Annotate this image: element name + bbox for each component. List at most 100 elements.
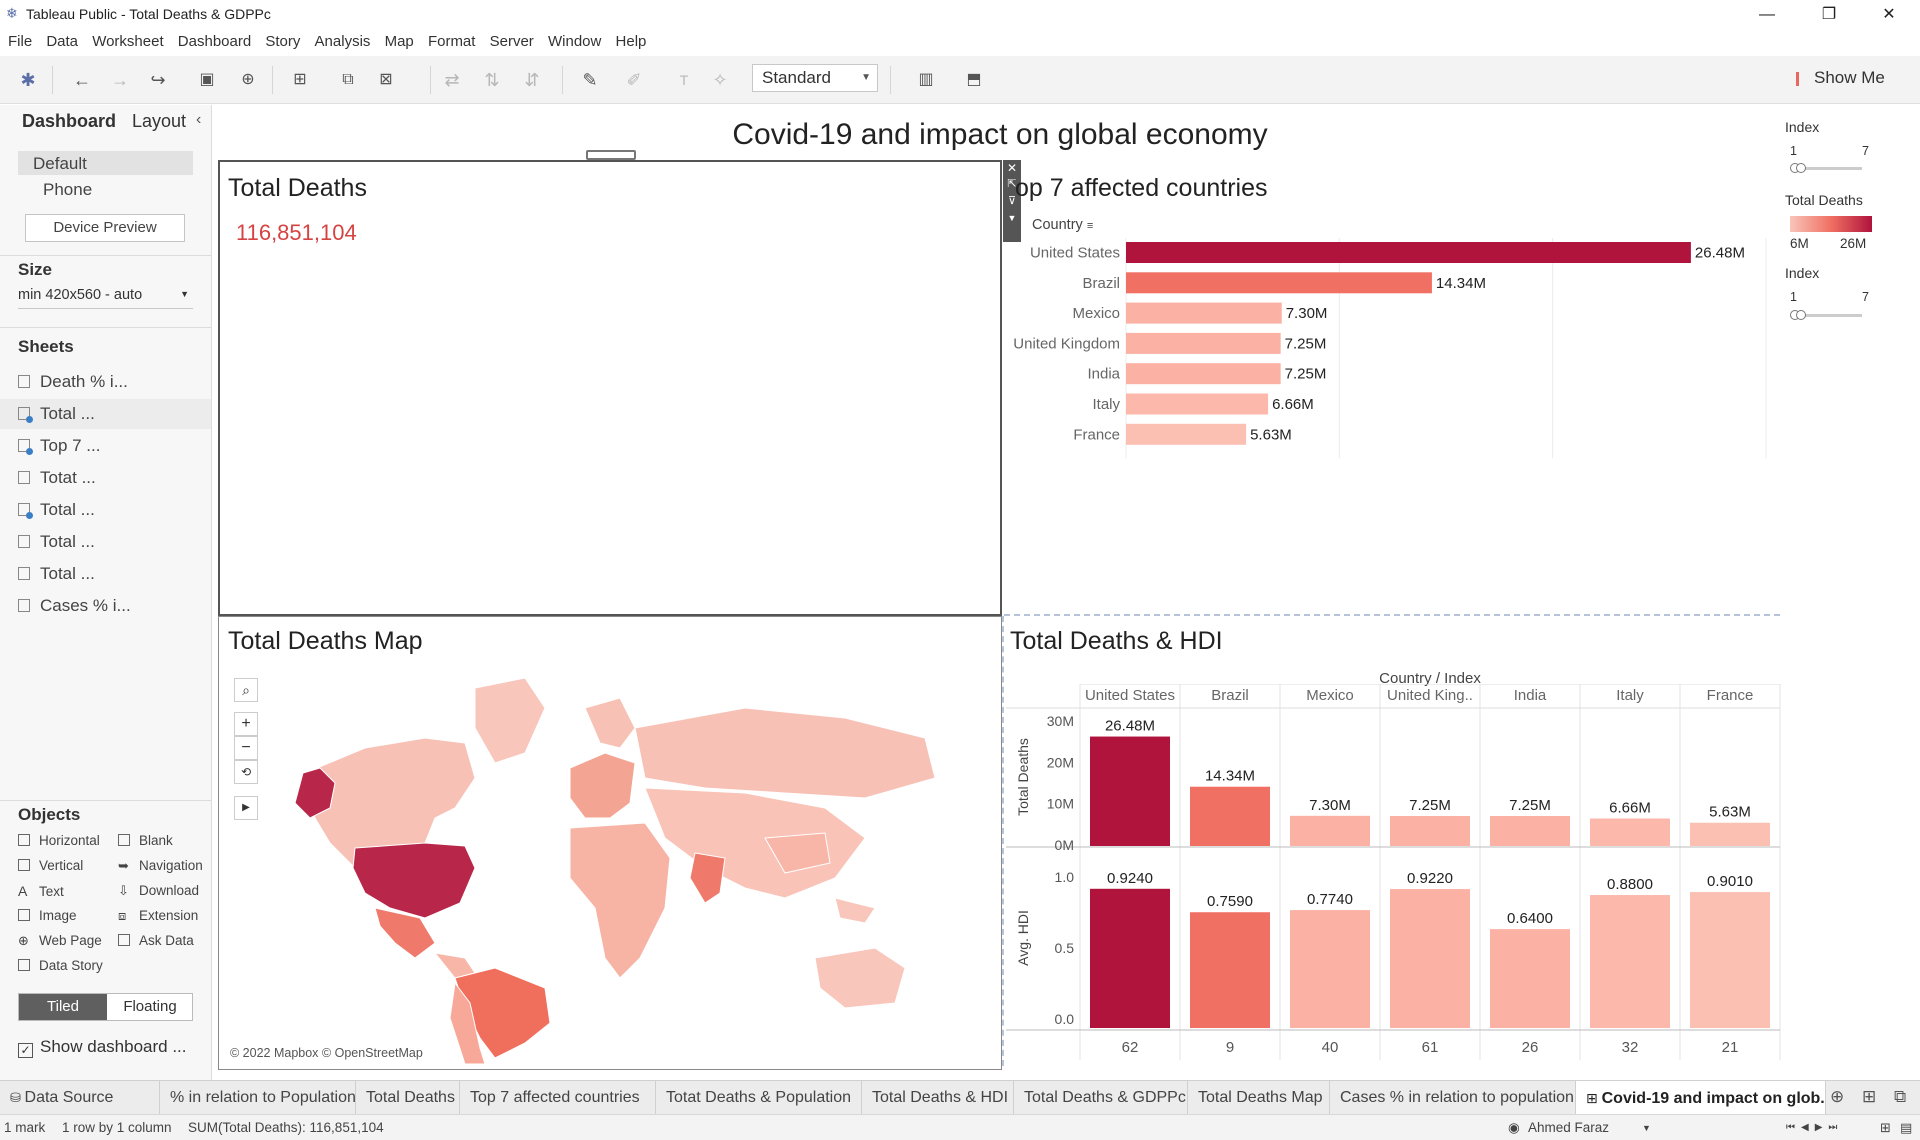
sheet-item[interactable]: Total ... xyxy=(18,532,208,556)
tab-sheet[interactable]: Totat Deaths & Population xyxy=(656,1081,862,1115)
new-worksheet-tab-icon[interactable]: ⊕ xyxy=(1830,1087,1845,1106)
bar[interactable] xyxy=(1090,888,1170,1028)
object-download[interactable]: ⇩ Download xyxy=(118,883,199,899)
tab-active-dashboard[interactable]: ⊞ Covid-19 and impact on glob... xyxy=(1576,1081,1826,1115)
status-user[interactable]: Ahmed Faraz xyxy=(1528,1120,1610,1135)
show-me-button[interactable]: Show Me xyxy=(1796,68,1885,88)
chevron-down-icon[interactable]: ▼ xyxy=(1642,1123,1651,1133)
object-navigation[interactable]: ➥ Navigation xyxy=(118,858,203,874)
new-dashboard-tab-icon[interactable]: ⊞ xyxy=(1862,1087,1877,1106)
tab-sheet[interactable]: Total Deaths Map xyxy=(1188,1081,1330,1115)
device-default[interactable]: Default xyxy=(33,154,87,173)
object-vertical[interactable]: Vertical xyxy=(18,858,83,873)
sort-ascending-icon[interactable]: ⇅ xyxy=(484,70,500,90)
new-data-source-icon[interactable]: ⊕ xyxy=(241,71,255,88)
bar[interactable] xyxy=(1126,332,1281,354)
menu-file[interactable]: File xyxy=(8,33,33,50)
bar[interactable] xyxy=(1190,912,1270,1028)
map-attribution[interactable]: © 2022 Mapbox © OpenStreetMap xyxy=(230,1046,423,1060)
zoom-out-icon[interactable]: − xyxy=(234,736,258,760)
sheet-item[interactable]: Cases % i... xyxy=(18,596,208,620)
duplicate-sheet-icon[interactable]: ⧉ xyxy=(342,71,354,88)
go-to-sheet-icon[interactable]: ⇱ xyxy=(1007,178,1017,190)
bar[interactable] xyxy=(1126,242,1691,263)
object-horizontal[interactable]: Horizontal xyxy=(18,833,100,848)
tab-sheet[interactable]: Total Deaths & HDI xyxy=(862,1081,1014,1115)
tab-data-source[interactable]: ⛁ Data Source xyxy=(0,1081,160,1115)
sheet-item[interactable]: Death % i... xyxy=(18,372,208,396)
bar[interactable] xyxy=(1126,363,1281,385)
menu-server[interactable]: Server xyxy=(489,33,534,50)
bar[interactable] xyxy=(1690,822,1770,846)
tab-sheet[interactable]: Top 7 affected countries xyxy=(460,1081,656,1115)
show-dashboard-title-checkbox[interactable]: ✓ Show dashboard ... xyxy=(18,1037,186,1058)
bar[interactable] xyxy=(1690,892,1770,1028)
device-phone[interactable]: Phone xyxy=(43,180,93,199)
sheet-item[interactable]: Top 7 ... xyxy=(18,436,208,460)
menu-worksheet[interactable]: Worksheet xyxy=(92,33,164,50)
minimize-button[interactable]: — xyxy=(1759,6,1775,23)
fit-dropdown[interactable]: Standard ▼ xyxy=(752,64,878,92)
bar[interactable] xyxy=(1126,272,1432,294)
menu-story[interactable]: Story xyxy=(265,33,301,50)
bar[interactable] xyxy=(1090,736,1170,846)
tab-layout[interactable]: Layout xyxy=(132,111,187,131)
close-window-button[interactable]: ✕ xyxy=(1882,6,1896,23)
object-image[interactable]: Image xyxy=(18,908,77,923)
tab-sheet[interactable]: Cases % in relation to population xyxy=(1330,1081,1576,1115)
menu-data[interactable]: Data xyxy=(46,33,79,50)
object-text[interactable]: A Text xyxy=(18,883,64,899)
highlight-icon[interactable]: ✎ xyxy=(582,70,598,90)
tab-sheet[interactable]: Total Deaths xyxy=(356,1081,460,1115)
collapse-pane-icon[interactable]: ‹ xyxy=(196,111,202,128)
sheet-item[interactable]: Totat ... xyxy=(18,468,208,492)
bar[interactable] xyxy=(1390,889,1470,1028)
object-extension[interactable]: ⧈ Extension xyxy=(118,908,198,924)
menu-dashboard[interactable]: Dashboard xyxy=(177,33,252,50)
size-dropdown[interactable]: min 420x560 - auto ▼ xyxy=(18,287,193,309)
menu-format[interactable]: Format xyxy=(427,33,476,50)
index-slider-handle[interactable] xyxy=(1796,310,1806,320)
floating-button[interactable]: Floating xyxy=(123,998,177,1015)
reset-map-icon[interactable]: ⟲ xyxy=(234,760,258,784)
sort-descending-icon[interactable]: ⇵ xyxy=(524,70,540,90)
sort-icon[interactable]: ≡ xyxy=(1086,220,1094,232)
map-zone[interactable] xyxy=(218,616,1002,1070)
tiled-button[interactable]: Tiled xyxy=(19,994,107,1020)
sheet-item[interactable]: Total ... xyxy=(18,404,208,428)
presentation-mode-icon[interactable]: ⬒ xyxy=(966,71,982,88)
total-deaths-zone[interactable] xyxy=(218,160,1002,616)
device-preview-button[interactable]: Device Preview xyxy=(25,214,185,242)
bar[interactable] xyxy=(1290,910,1370,1028)
sheet-nav-icons[interactable]: ⏮◀▶⏭ xyxy=(1786,1122,1844,1133)
tab-dashboard[interactable]: Dashboard xyxy=(22,111,117,131)
object-ask-data[interactable]: Ask Data xyxy=(118,933,194,948)
menu-analysis[interactable]: Analysis xyxy=(314,33,371,50)
save-icon[interactable]: ▣ xyxy=(199,71,215,88)
sorter-view-icon[interactable]: ⊞ xyxy=(1880,1120,1891,1135)
remove-zone-icon[interactable]: ✕ xyxy=(1006,161,1018,175)
bar[interactable] xyxy=(1126,393,1269,415)
index-slider-track[interactable] xyxy=(1794,167,1862,170)
bar[interactable] xyxy=(1290,815,1370,846)
redo-icon[interactable]: → xyxy=(111,70,129,90)
new-worksheet-icon[interactable]: ⊞ xyxy=(293,71,307,88)
bar[interactable] xyxy=(1590,818,1670,846)
bar[interactable] xyxy=(1190,786,1270,846)
sheet-item[interactable]: Total ... xyxy=(18,500,208,524)
object-data-story[interactable]: Data Story xyxy=(18,958,103,973)
undo-icon[interactable]: ← xyxy=(73,70,91,90)
object-web-page[interactable]: ⊕ Web Page xyxy=(18,933,102,949)
more-options-icon[interactable]: ▼ xyxy=(1007,213,1017,223)
swap-rows-columns-icon[interactable]: ⇄ xyxy=(444,70,460,90)
bar[interactable] xyxy=(1490,816,1570,846)
show-mark-labels-icon[interactable]: T xyxy=(679,72,689,88)
filmstrip-view-icon[interactable]: ▤ xyxy=(1900,1120,1913,1135)
new-story-tab-icon[interactable]: ⧉ xyxy=(1894,1087,1907,1106)
replay-icon[interactable]: ↪ xyxy=(150,70,166,90)
map-area[interactable] xyxy=(225,668,1001,1065)
clear-sheet-icon[interactable]: ⊠ xyxy=(379,71,393,88)
map-search-icon[interactable]: ⌕ xyxy=(234,678,258,702)
filter-icon[interactable]: ⊽ xyxy=(1007,195,1017,207)
sheet-item[interactable]: Total ... xyxy=(18,564,208,588)
